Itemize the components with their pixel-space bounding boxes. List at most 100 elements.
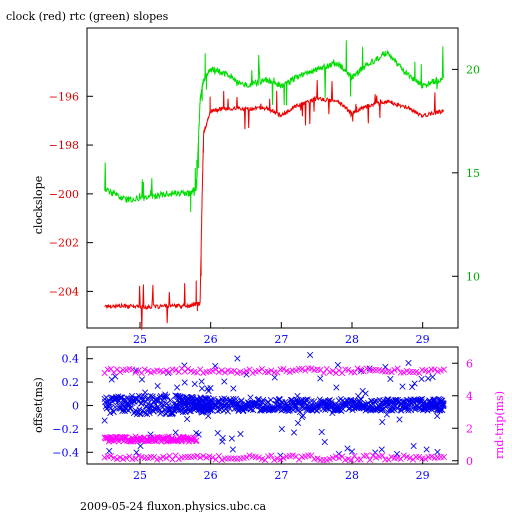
offset-point: × bbox=[161, 390, 170, 403]
offset-point: × bbox=[294, 403, 303, 416]
offset-point: × bbox=[194, 400, 203, 413]
offset-point: × bbox=[108, 395, 117, 408]
offset-point: × bbox=[230, 397, 239, 410]
offset-point: × bbox=[216, 400, 225, 413]
offset-outlier: × bbox=[289, 426, 298, 439]
offset-outlier: × bbox=[242, 368, 251, 381]
roundtrip-point: × bbox=[307, 449, 316, 462]
roundtrip-point: × bbox=[104, 435, 113, 448]
roundtrip-point: × bbox=[186, 365, 195, 378]
offset-point: × bbox=[144, 403, 153, 416]
offset-point: × bbox=[271, 398, 280, 411]
offset-point: × bbox=[206, 400, 215, 413]
offset-point: × bbox=[270, 402, 279, 415]
roundtrip-point: × bbox=[175, 431, 184, 444]
offset-point: × bbox=[248, 403, 257, 416]
offset-point: × bbox=[268, 404, 277, 417]
offset-point: × bbox=[313, 399, 322, 412]
offset-outlier: × bbox=[358, 384, 367, 397]
roundtrip-point: × bbox=[390, 452, 399, 465]
offset-point: × bbox=[407, 394, 416, 407]
offset-outlier: × bbox=[190, 378, 199, 391]
offset-outlier: × bbox=[356, 365, 365, 378]
offset-point: × bbox=[298, 401, 307, 414]
offset-point: × bbox=[384, 393, 393, 406]
roundtrip-point: × bbox=[105, 433, 114, 446]
offset-point: × bbox=[163, 390, 172, 403]
offset-point: × bbox=[318, 398, 327, 411]
offset-point: × bbox=[115, 402, 124, 415]
offset-outlier: × bbox=[305, 348, 314, 361]
roundtrip-point: × bbox=[116, 432, 125, 445]
roundtrip-point: × bbox=[192, 434, 201, 447]
roundtrip-point: × bbox=[325, 452, 334, 465]
offset-point: × bbox=[192, 397, 201, 410]
offset-point: × bbox=[182, 394, 191, 407]
offset-outlier: × bbox=[218, 435, 227, 448]
roundtrip-point: × bbox=[168, 363, 177, 376]
offset-point: × bbox=[263, 396, 272, 409]
offset-point: × bbox=[205, 400, 214, 413]
offset-point: × bbox=[264, 404, 273, 417]
offset-point: × bbox=[288, 403, 297, 416]
roundtrip-point: × bbox=[347, 454, 356, 467]
offset-point: × bbox=[293, 396, 302, 409]
offset-point: × bbox=[277, 404, 286, 417]
roundtrip-point: × bbox=[300, 364, 309, 377]
offset-point: × bbox=[202, 403, 211, 416]
offset-point: × bbox=[114, 390, 123, 403]
bottom-left-axis-label: offset(ms) bbox=[32, 377, 45, 433]
offset-point: × bbox=[155, 391, 164, 404]
offset-outlier: × bbox=[107, 373, 116, 386]
roundtrip-point: × bbox=[184, 431, 193, 444]
offset-point: × bbox=[426, 399, 435, 412]
offset-point: × bbox=[117, 391, 126, 404]
offset-point: × bbox=[376, 402, 385, 415]
roundtrip-point: × bbox=[396, 452, 405, 465]
offset-point: × bbox=[429, 393, 438, 406]
roundtrip-point: × bbox=[230, 452, 239, 465]
offset-point: × bbox=[199, 400, 208, 413]
offset-point: × bbox=[236, 401, 245, 414]
offset-point: × bbox=[172, 398, 181, 411]
offset-point: × bbox=[190, 396, 199, 409]
roundtrip-point: × bbox=[109, 366, 118, 379]
offset-point: × bbox=[110, 392, 119, 405]
offset-outlier: × bbox=[295, 405, 304, 418]
roundtrip-point: × bbox=[341, 363, 350, 376]
offset-outlier: × bbox=[275, 393, 284, 406]
roundtrip-point: × bbox=[436, 450, 445, 463]
offset-outlier: × bbox=[433, 445, 442, 458]
offset-point: × bbox=[366, 398, 375, 411]
offset-point: × bbox=[287, 396, 296, 409]
roundtrip-point: × bbox=[202, 451, 211, 464]
offset-point: × bbox=[177, 401, 186, 414]
offset-point: × bbox=[424, 402, 433, 415]
offset-point: × bbox=[190, 400, 199, 413]
offset-point: × bbox=[167, 407, 176, 420]
offset-point: × bbox=[402, 393, 411, 406]
roundtrip-point: × bbox=[220, 452, 229, 465]
roundtrip-point: × bbox=[115, 365, 124, 378]
roundtrip-point: × bbox=[167, 434, 176, 447]
offset-point: × bbox=[196, 391, 205, 404]
offset-outlier: × bbox=[392, 448, 401, 461]
offset-point: × bbox=[226, 394, 235, 407]
offset-outlier: × bbox=[167, 432, 176, 445]
roundtrip-point: × bbox=[169, 434, 178, 447]
offset-point: × bbox=[174, 404, 183, 417]
offset-point: × bbox=[339, 399, 348, 412]
offset-point: × bbox=[245, 399, 254, 412]
offset-point: × bbox=[419, 397, 428, 410]
offset-point: × bbox=[382, 394, 391, 407]
offset-point: × bbox=[132, 407, 141, 420]
offset-point: × bbox=[185, 402, 194, 415]
offset-point: × bbox=[431, 399, 440, 412]
roundtrip-point: × bbox=[418, 364, 427, 377]
offset-point: × bbox=[221, 402, 230, 415]
offset-point: × bbox=[332, 403, 341, 416]
offset-point: × bbox=[411, 394, 420, 407]
offset-point: × bbox=[235, 402, 244, 415]
offset-point: × bbox=[148, 393, 157, 406]
roundtrip-point: × bbox=[177, 362, 186, 375]
